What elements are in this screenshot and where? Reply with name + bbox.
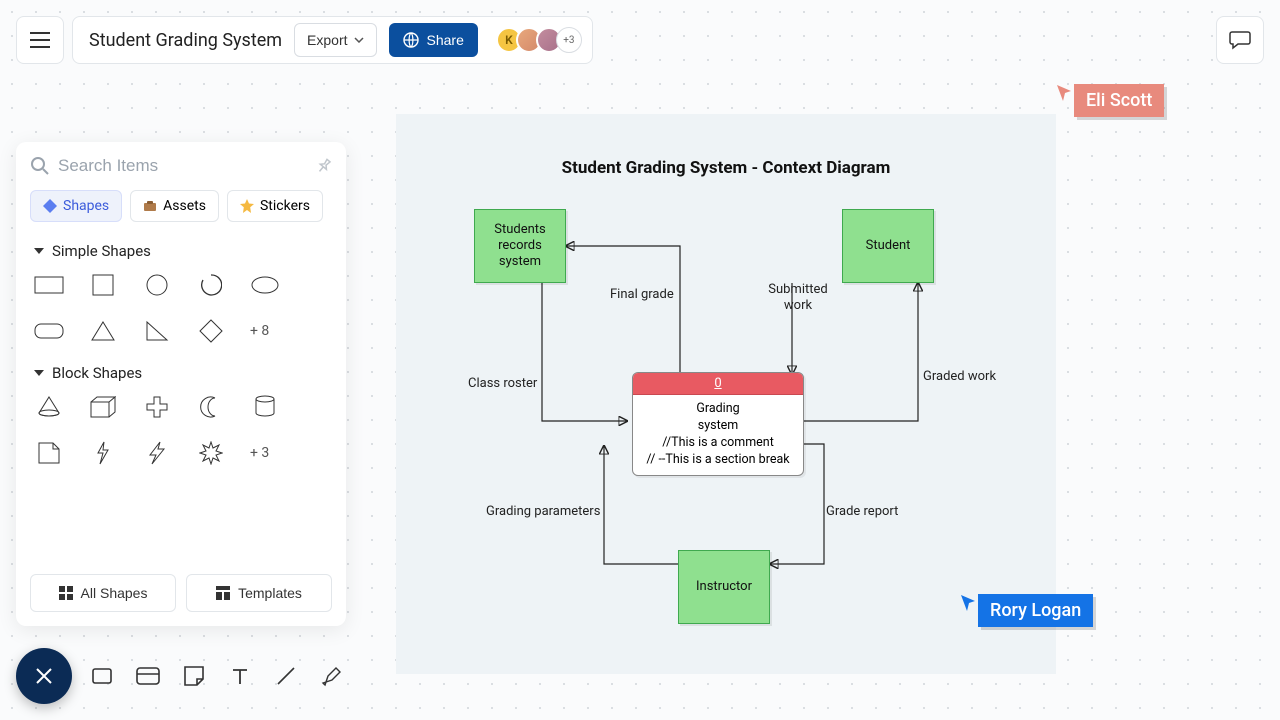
shape-circle[interactable] (142, 274, 172, 296)
close-icon (35, 667, 53, 685)
simple-shapes-grid: + 8 (30, 274, 332, 342)
hamburger-icon (30, 32, 50, 48)
search-row (30, 156, 332, 176)
topbar: Student Grading System Export Share K +3 (16, 16, 1264, 64)
menu-button[interactable] (16, 16, 64, 64)
shape-rounded-rect[interactable] (34, 320, 64, 342)
shape-diamond[interactable] (196, 320, 226, 342)
comment-icon (1229, 30, 1251, 50)
tab-stickers[interactable]: Stickers (227, 190, 323, 222)
export-button[interactable]: Export (294, 23, 376, 57)
shape-right-triangle[interactable] (142, 320, 172, 342)
panel-footer: All Shapes Templates (30, 574, 332, 612)
document-title[interactable]: Student Grading System (89, 30, 282, 51)
cursor-rory: Rory Logan (960, 594, 1093, 627)
process-body: Grading system //This is a comment // --… (633, 395, 803, 475)
diagram-canvas[interactable]: Student Grading System - Context Diagram… (396, 114, 1056, 674)
tool-text[interactable] (224, 660, 256, 692)
shape-square[interactable] (88, 274, 118, 296)
share-label: Share (427, 32, 464, 48)
templates-icon (216, 586, 230, 600)
title-card: Student Grading System Export Share K +3 (72, 16, 593, 64)
comments-button[interactable] (1216, 16, 1264, 64)
tab-assets[interactable]: Assets (130, 190, 219, 222)
entity-records[interactable]: Studentsrecordssystem (474, 209, 566, 283)
globe-icon (403, 32, 419, 48)
shape-triangle[interactable] (88, 320, 118, 342)
shape-cylinder[interactable] (250, 396, 280, 418)
search-icon (30, 156, 50, 176)
templates-button[interactable]: Templates (186, 574, 332, 612)
shape-burst[interactable] (196, 442, 226, 464)
shapes-panel: Shapes Assets Stickers Simple Shapes + 8… (16, 142, 346, 626)
shape-arc[interactable] (196, 274, 226, 296)
collaborator-avatars: K +3 (496, 27, 582, 53)
shape-crescent[interactable] (196, 396, 226, 418)
entity-instructor[interactable]: Instructor (678, 550, 770, 624)
shape-cone[interactable] (34, 396, 64, 418)
diamond-icon (43, 199, 57, 213)
shape-cross[interactable] (142, 396, 172, 418)
entity-student[interactable]: Student (842, 209, 934, 283)
export-label: Export (307, 32, 347, 48)
close-tools-button[interactable] (16, 648, 72, 704)
shape-cube[interactable] (88, 396, 118, 418)
tool-pen[interactable] (316, 660, 348, 692)
avatar-more[interactable]: +3 (556, 27, 582, 53)
edge-label-submitted-work: Submittedwork (763, 282, 833, 315)
star-icon (240, 199, 254, 213)
tool-rectangle[interactable] (86, 660, 118, 692)
pin-icon[interactable] (313, 155, 336, 178)
simple-shapes-more[interactable]: + 8 (250, 323, 269, 339)
cursor-label-rory: Rory Logan (978, 594, 1093, 627)
tab-shapes[interactable]: Shapes (30, 190, 122, 222)
search-input[interactable] (58, 156, 308, 176)
edge-label-graded-work: Graded work (923, 369, 996, 385)
tool-sticky[interactable] (178, 660, 210, 692)
shape-bolt-1[interactable] (88, 442, 118, 464)
chevron-down-icon (354, 37, 364, 43)
group-simple-shapes[interactable]: Simple Shapes (34, 242, 332, 260)
panel-tabs: Shapes Assets Stickers (30, 190, 332, 222)
cursor-icon (960, 594, 978, 612)
all-shapes-button[interactable]: All Shapes (30, 574, 176, 612)
shape-note[interactable] (34, 442, 64, 464)
shape-ellipse[interactable] (250, 274, 280, 296)
caret-down-icon (34, 370, 44, 376)
tool-line[interactable] (270, 660, 302, 692)
cursor-icon (1056, 84, 1074, 102)
briefcase-icon (143, 199, 157, 213)
edge-label-grading-parameters: Grading parameters (486, 504, 600, 520)
share-button[interactable]: Share (389, 23, 478, 57)
block-shapes-more[interactable]: + 3 (250, 445, 269, 461)
caret-down-icon (34, 248, 44, 254)
shape-rectangle[interactable] (34, 274, 64, 296)
block-shapes-grid: + 3 (30, 396, 332, 464)
cursor-label-eli: Eli Scott (1074, 84, 1164, 117)
process-grading-system[interactable]: 0 Grading system //This is a comment // … (632, 372, 804, 476)
cursor-eli: Eli Scott (1056, 84, 1164, 117)
shape-bolt-2[interactable] (142, 442, 172, 464)
process-head: 0 (633, 373, 803, 395)
bottom-toolbar (16, 648, 348, 704)
grid-icon (59, 586, 73, 600)
tool-card[interactable] (132, 660, 164, 692)
group-block-shapes[interactable]: Block Shapes (34, 364, 332, 382)
edge-label-final-grade: Final grade (610, 287, 674, 303)
edge-label-grade-report: Grade report (826, 504, 898, 520)
edge-label-class-roster: Class roster (468, 376, 537, 392)
